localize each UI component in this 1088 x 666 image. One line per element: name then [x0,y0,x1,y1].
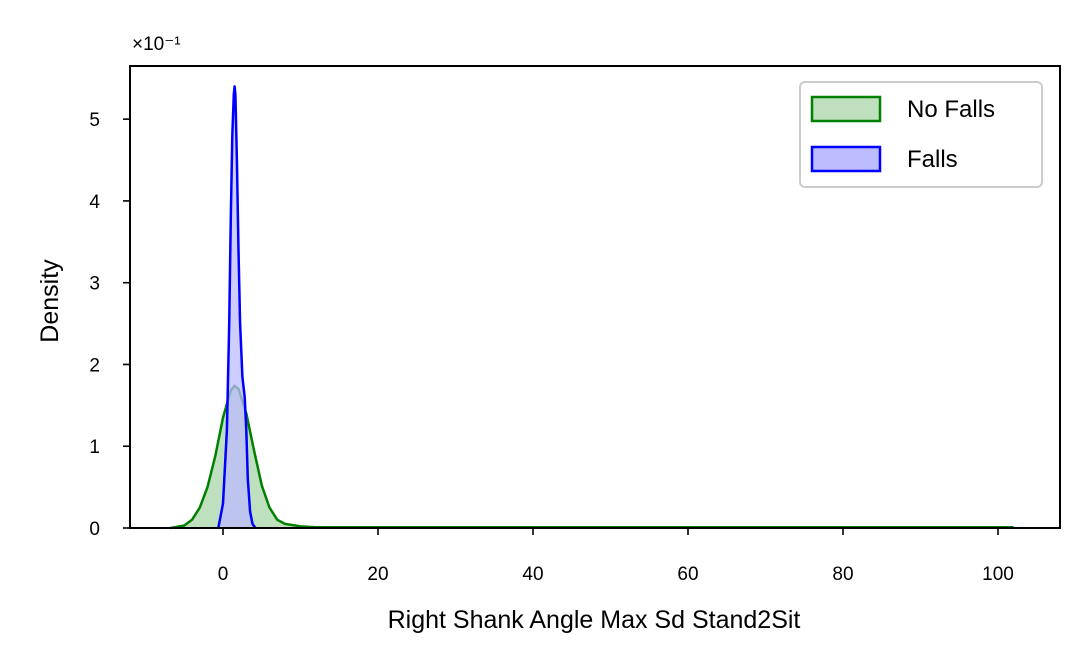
x-axis-label: Right Shank Angle Max Sd Stand2Sit [388,606,801,634]
y-tick-label: 3 [89,274,100,295]
legend-label-no-falls: No Falls [907,96,995,123]
line-no-falls [170,384,1014,530]
legend-swatch-no-falls [810,95,882,123]
y-tick-label: 2 [89,355,100,376]
x-tick-label: 60 [677,564,698,585]
x-tick-label: 80 [832,564,853,585]
legend-swatch-falls [810,145,882,173]
y-tick-label: 5 [89,110,100,131]
x-tick-label: 0 [218,564,229,585]
x-tick-label: 20 [367,564,388,585]
x-axis: 0 20 40 60 80 100 [218,528,1014,585]
y-axis-label: Density [36,259,64,343]
x-tick-label: 100 [982,564,1014,585]
y-offset-label: ×10⁻¹ [132,34,181,55]
x-tick-label: 40 [522,564,543,585]
plot-frame [129,65,1061,529]
legend: No Falls Falls [799,81,1043,188]
y-tick-label: 4 [89,192,100,213]
y-tick-label: 1 [89,437,100,458]
line-falls [217,85,257,529]
y-axis: 0 1 2 3 4 5 [89,110,130,540]
area-no-falls [170,385,1014,528]
y-tick-label: 0 [89,519,100,540]
legend-label-falls: Falls [907,146,958,173]
